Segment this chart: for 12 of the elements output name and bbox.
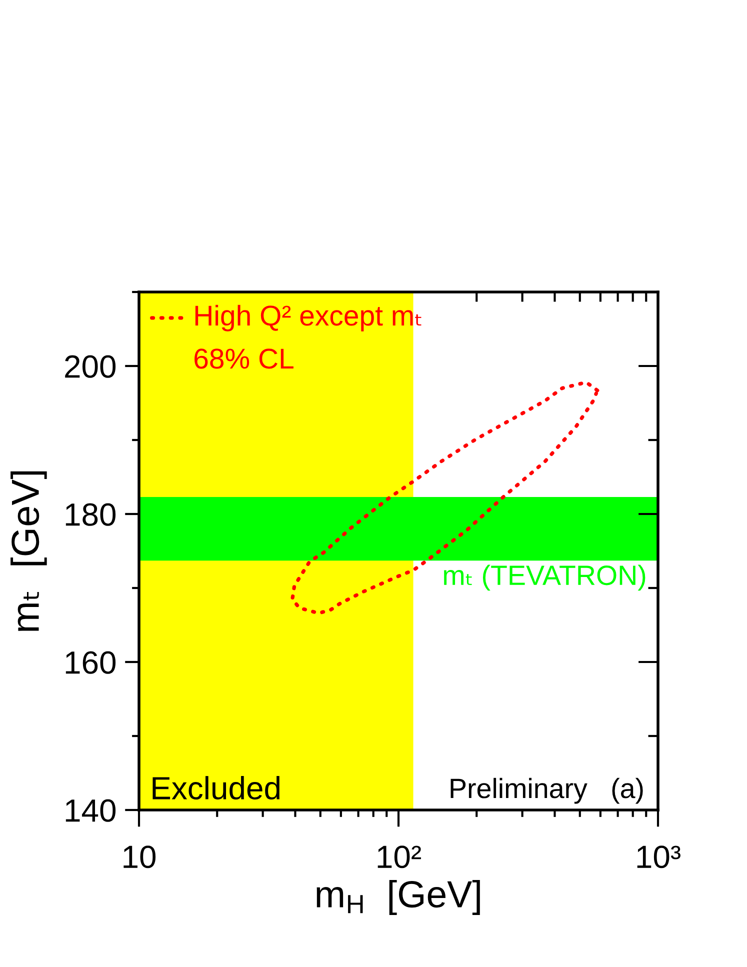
y-tick-label: 180	[66, 503, 116, 526]
y-tick-label: 200	[65, 355, 116, 378]
band-label: Excluded	[152, 776, 280, 800]
y-axis-title: mₜ [GeV]	[10, 471, 47, 631]
x-tick-label: 10	[124, 846, 156, 868]
y-tick-label: 140	[66, 799, 116, 822]
x-axis-title: m$_{H}$ [GeV]	[316, 880, 480, 916]
x-tick-label: 10³	[637, 846, 680, 868]
y-tick-label: 160	[66, 651, 116, 674]
annotation: Preliminary (a)	[450, 778, 643, 804]
band-label: mₜ (TEVATRON)	[444, 564, 646, 591]
x-tick-label: 10²	[378, 846, 421, 868]
